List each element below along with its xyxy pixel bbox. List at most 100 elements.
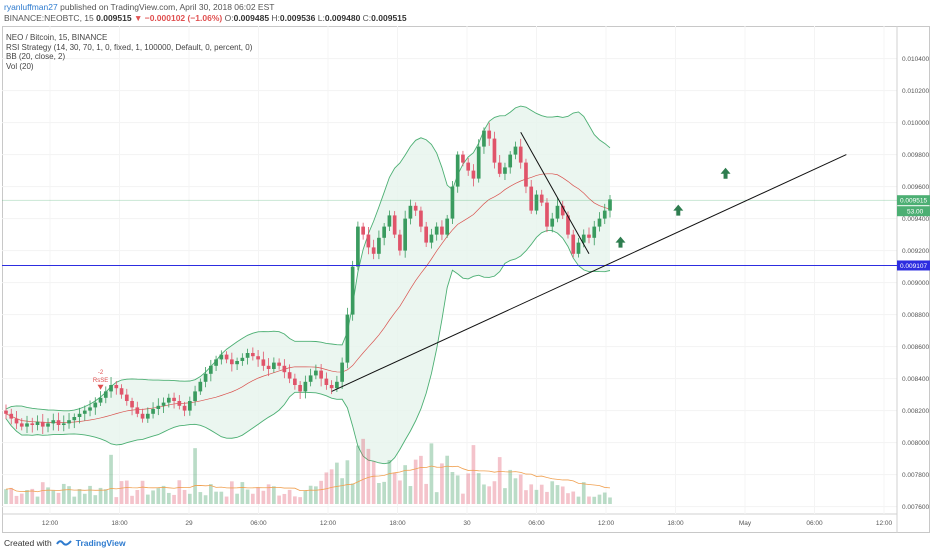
y-tick-label: 0.009600 [902,184,929,191]
candle-body [508,154,513,168]
volume-bar [597,494,602,504]
candle-body [492,138,497,163]
volume-bar [403,465,408,504]
y-tick-label: 0.009000 [902,280,929,287]
chart-frame [2,26,930,533]
up-arrow-icon [720,167,731,179]
y-tick-label: 0.008600 [902,344,929,351]
candle-body [9,413,14,419]
author-link[interactable]: ryanluffman27 [4,2,58,12]
volume-bar [4,489,8,504]
up-arrow-icon [615,236,626,248]
candle-body [371,247,376,254]
volume-bar [319,480,323,504]
volume-bar [287,489,292,504]
volume-bar [293,496,297,504]
y-tick-label: 0.008400 [902,376,929,383]
y-tick-label: 0.010000 [902,120,929,127]
candle-body [608,199,612,211]
candle-body [161,402,166,406]
volume-bar [419,455,423,504]
candle-body [119,388,124,395]
volume-bar [14,495,19,504]
volume-bar [235,493,239,504]
volume-bar [524,490,528,504]
symbol-label: BINANCE:NEOBTC, 15 [4,13,94,23]
chart-header: ryanluffman27 published on TradingView.c… [0,0,932,26]
volume-bar [135,490,140,504]
volume-bar [230,481,234,504]
candle-body [429,234,434,243]
legend-bollinger-bands: BB (20, close, 2) [6,52,66,61]
volume-bar [602,492,607,504]
candle-body [476,146,481,179]
volume-bar [130,495,134,504]
y-tick-label: 0.008000 [902,440,929,447]
volume-bar [497,457,502,504]
current-price-label: 0.009515 [900,198,927,205]
volume-bar [361,438,365,504]
x-tick-label: 06:00 [806,520,823,527]
candle-body [345,314,350,363]
x-tick-label: 06:00 [250,520,267,527]
candle-body [319,370,323,379]
candle-body [46,423,50,427]
candle-body [214,359,218,366]
tradingview-brand[interactable]: TradingView [75,538,126,548]
candle-body [40,421,45,427]
candle-body [266,365,271,369]
candle-body [261,359,266,366]
volume-bar [308,485,313,504]
volume-bar [539,484,544,504]
volume-bar [513,478,518,504]
candle-body [308,375,313,382]
volume-bar [324,472,329,504]
candle-body [602,210,607,219]
volume-bar [103,489,108,504]
candle-body [56,420,61,425]
volume-bar [487,486,492,504]
candle-body [350,266,355,315]
candle-body [534,194,539,211]
candle-body [198,381,203,392]
y-tick-label: 0.008200 [902,408,929,415]
volume-bar [25,490,29,504]
candle-body [524,162,528,187]
volume-bar [72,496,77,504]
candle-body [166,397,171,403]
price-chart[interactable]: 0.010400 0.010200 0.010000 0.009800 0.009600… [2,26,930,533]
price-change: ▼ −0.000102 (−1.06%) [133,13,223,23]
candle-body [182,405,187,411]
candle-body [124,394,129,401]
candle-body [592,226,597,238]
candle-body [324,378,329,385]
volume-bar [19,493,24,504]
y-tick-label: 0.010400 [902,56,929,63]
candle-body [151,409,155,414]
candle-body [503,167,507,174]
volume-bar [298,497,302,504]
candle-body [545,202,549,227]
volume-bar [251,493,255,504]
volume-bar [560,486,565,504]
legend-symbol: NEO / Bitcoin, 15, BINANCE [6,33,108,42]
x-tick-label: 12:00 [42,520,59,527]
volume-bar [576,496,581,504]
bollinger-basis-line [5,173,611,423]
x-tick-label: 18:00 [111,520,128,527]
candle-body [382,226,386,238]
volume-bar [245,489,250,504]
volume-bar [177,480,182,504]
volume-bar [424,483,429,504]
candle-body [287,372,292,379]
volume-bar [166,492,171,504]
volume-bar [114,497,119,504]
candle-body [377,237,381,254]
volume-bar [187,493,192,504]
volume-bar [198,492,203,504]
candle-body [335,381,339,389]
volume-bar [476,473,481,504]
current-volume-label: 53.00 [907,209,924,216]
candle-body [130,401,134,408]
volume-bar [350,483,355,504]
